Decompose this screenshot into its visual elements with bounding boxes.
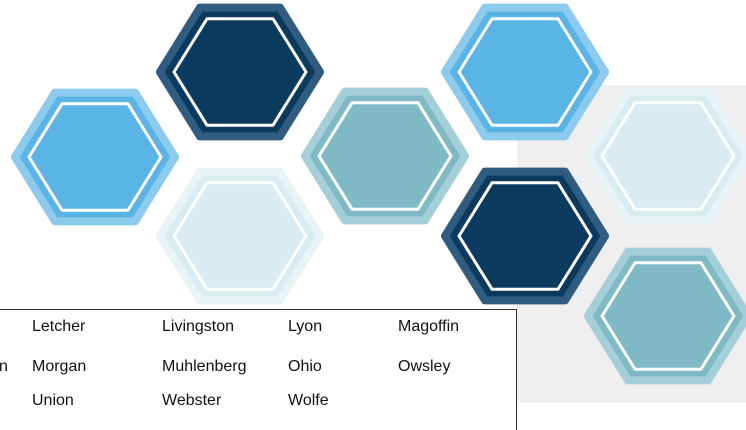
cell: Owsley (398, 358, 450, 376)
table: Letcher Livingston Lyon Magoffin n Morga… (0, 309, 517, 430)
cell: Muhlenberg (162, 358, 247, 376)
hexagon (445, 172, 605, 301)
cell: Union (32, 392, 74, 410)
cell: Lyon (288, 318, 322, 336)
cell: Livingston (162, 318, 234, 336)
hexagon (15, 93, 175, 222)
cell: Morgan (32, 358, 86, 376)
hexagon (588, 252, 746, 381)
hexagon (588, 92, 746, 221)
hexagon (160, 172, 320, 301)
hexagon (445, 8, 605, 137)
hexagon (305, 92, 465, 221)
cell: Ohio (288, 358, 322, 376)
cell: Magoffin (398, 318, 459, 336)
cell: Letcher (32, 318, 85, 336)
cell: Wolfe (288, 392, 329, 410)
cell: n (0, 358, 8, 376)
hexagon (160, 8, 320, 137)
page: Letcher Livingston Lyon Magoffin n Morga… (0, 0, 746, 403)
cell: Webster (162, 392, 221, 410)
